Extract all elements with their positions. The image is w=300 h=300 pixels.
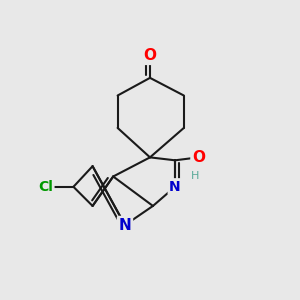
Text: N: N	[169, 180, 181, 194]
Text: Cl: Cl	[38, 180, 53, 194]
Text: H: H	[191, 172, 200, 182]
Text: N: N	[118, 218, 131, 232]
Text: O: O	[192, 150, 205, 165]
Text: O: O	[143, 48, 157, 63]
